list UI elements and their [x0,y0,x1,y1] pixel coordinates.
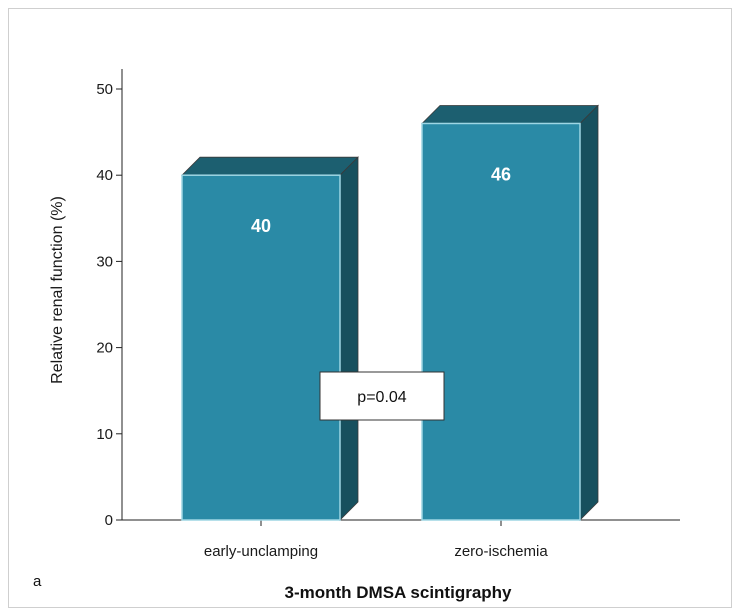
y-tick-label: 20 [96,340,113,357]
bar [181,174,341,521]
x-tick-label: early-unclamping [204,543,318,560]
y-tick-label: 10 [96,426,113,443]
bar-side-face [579,104,599,521]
y-tick-label: 30 [96,253,113,270]
bar-value-label: 46 [491,164,511,184]
bar [421,122,581,521]
labels: Relative renal function (%) 3-month DMSA… [33,196,512,602]
y-tick-label: 40 [96,167,113,184]
bar-side-face [339,156,359,521]
y-axis-label: Relative renal function (%) [49,196,66,384]
x-tick-label: zero-ischemia [454,543,548,560]
y-tick-label: 50 [96,81,113,98]
y-tick-label: 0 [105,512,113,529]
bar-top-face [181,156,359,176]
bar-top-face [421,105,599,124]
panel-label: a [33,573,42,590]
x-axis-title: 3-month DMSA scintigraphy [285,583,513,602]
chart-frame [8,8,732,608]
bars: 40 46 [181,104,599,521]
p-value-annotation: p=0.04 [319,371,445,421]
annotation-box [319,371,445,421]
bar-value-label: 40 [251,216,271,236]
annotation-text: p=0.04 [357,389,406,406]
